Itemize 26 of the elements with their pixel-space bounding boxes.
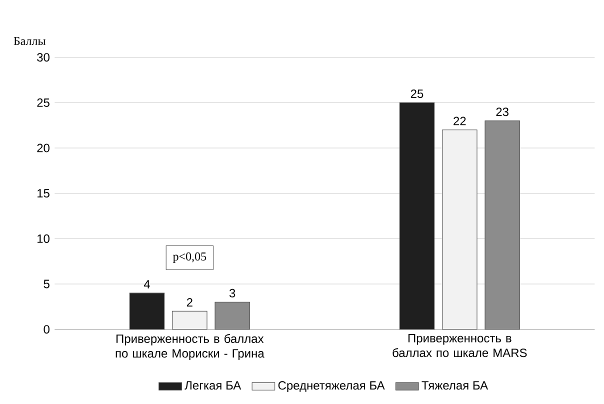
- bar: [172, 310, 208, 330]
- bar: [442, 130, 478, 330]
- y-axis-title: Баллы: [14, 37, 46, 46]
- bar: [129, 292, 165, 330]
- data-label: 22: [454, 116, 466, 126]
- y-tick-label: 25: [37, 98, 50, 107]
- y-tick-label: 10: [38, 234, 50, 243]
- data-label: 23: [496, 108, 508, 116]
- data-label: 2: [186, 298, 192, 306]
- y-tick-label: 15: [38, 189, 50, 198]
- legend-label: Легкая БА: [184, 381, 242, 390]
- data-label: 3: [229, 288, 236, 298]
- x-tick-label: Приверженность в баллах по шкале Мориски - Грина: [116, 334, 264, 360]
- data-label: 4: [144, 280, 150, 288]
- bar: [214, 302, 250, 330]
- y-tick-label: 5: [44, 280, 50, 288]
- y-tick-label: 20: [37, 144, 50, 152]
- bar: [484, 120, 520, 330]
- y-tick-label: 0: [44, 325, 50, 334]
- y-tick-label: 30: [37, 53, 50, 62]
- data-label: 25: [410, 89, 424, 98]
- x-tick-label: Приверженность в баллах по шкале MARS: [392, 334, 527, 358]
- annotation: p<0,05: [172, 252, 206, 263]
- legend-label: Тяжелая БА: [422, 381, 488, 390]
- legend-label: Среднетяжелая БА: [278, 381, 385, 392]
- bar: [399, 102, 435, 330]
